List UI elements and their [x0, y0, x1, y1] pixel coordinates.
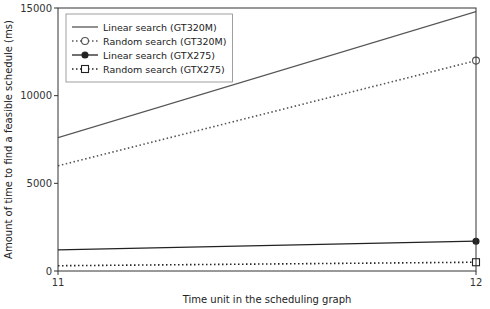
chart: 0 5000 10000 15000 11 12 Time unit in the sche… [0, 0, 490, 309]
legend: Linear search (GT320M) Random search (GT3… [66, 14, 233, 82]
legend-label: Random search (GT320M) [103, 36, 227, 47]
series-line [58, 241, 476, 250]
y-tick [54, 95, 58, 96]
y-tick [54, 8, 58, 9]
y-tick [54, 183, 58, 184]
legend-label: Linear search (GTX275) [103, 50, 215, 61]
legend-marker [82, 52, 88, 58]
plot-frame [58, 8, 476, 271]
legend-swatch [72, 26, 98, 27]
y-axis-label: Amount of time to find a feasible schedu… [3, 20, 14, 259]
axes: 0 5000 10000 15000 11 12 [20, 3, 482, 289]
legend-marker [82, 66, 89, 73]
y-tick-label: 10000 [20, 90, 52, 101]
legend-box [66, 14, 233, 82]
x-tick [476, 271, 477, 275]
series-line [58, 12, 476, 138]
legend-label: Random search (GTX275) [103, 64, 225, 75]
legend-label: Linear search (GT320M) [103, 22, 217, 33]
series-line [58, 262, 476, 266]
x-axis-label: Time unit in the scheduling graph [182, 294, 352, 305]
x-tick [58, 271, 59, 275]
x-tick-label: 12 [470, 277, 483, 288]
x-tick-label: 11 [52, 277, 65, 288]
plot-area [58, 12, 476, 266]
y-tick-label: 5000 [27, 178, 52, 189]
y-tick-label: 0 [46, 266, 52, 277]
legend-marker [82, 38, 89, 45]
y-tick [54, 271, 58, 272]
y-tick-label: 15000 [20, 3, 52, 14]
